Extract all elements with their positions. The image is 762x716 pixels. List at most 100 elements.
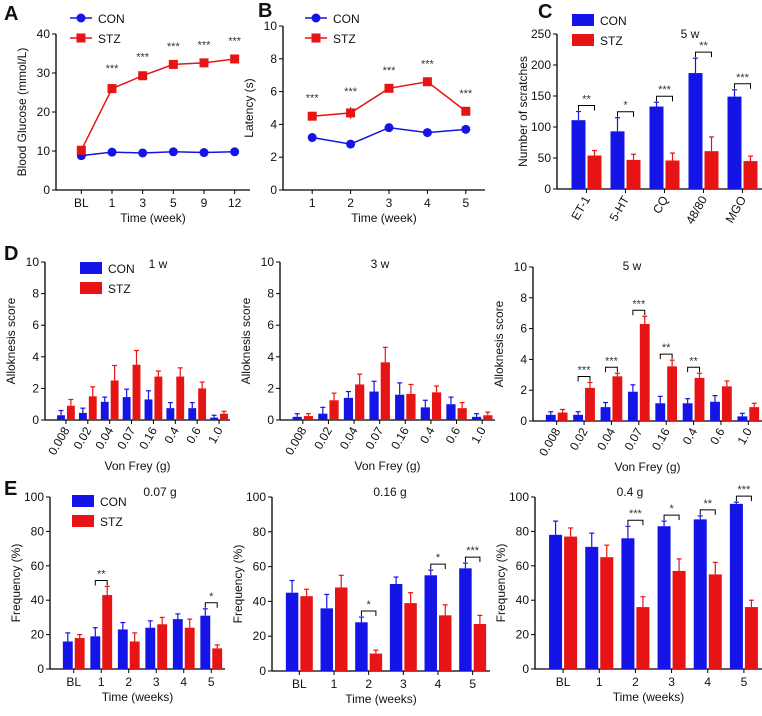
x-tick-label: 0.04 [92, 424, 116, 452]
significance-label: ** [699, 40, 708, 52]
y-axis-label: Alloknesis score [492, 300, 506, 387]
y-tick-label: 80 [31, 524, 45, 538]
bar-STZ [721, 386, 732, 421]
y-axis-label: Frequency (%) [9, 544, 23, 623]
bar-CON [459, 568, 472, 671]
y-tick-label: 60 [253, 560, 267, 574]
significance-bracket [687, 366, 700, 373]
data-point [199, 58, 209, 68]
significance-label: *** [632, 298, 646, 310]
y-axis-label: Blood Glucose (mmol/L) [15, 48, 29, 177]
panel-letter: A [4, 3, 18, 25]
panel-letter: D [4, 243, 18, 265]
y-tick-label: 8 [267, 287, 274, 301]
y-tick-label: 4 [520, 352, 527, 366]
data-point [76, 145, 86, 155]
y-tick-label: 80 [253, 525, 267, 539]
bar-CON [320, 608, 333, 671]
x-tick-label: 0.07 [362, 424, 386, 452]
significance-label: ** [689, 355, 698, 367]
legend-label: STZ [98, 32, 121, 46]
data-point [107, 147, 117, 157]
y-axis-label: Number of scratches [516, 56, 530, 167]
x-tick-label: 0.04 [337, 424, 361, 452]
x-tick-label: BL [74, 196, 89, 210]
x-tick-label: 2 [125, 675, 132, 689]
y-tick-label: 100 [24, 490, 44, 504]
x-tick-label: MGO [723, 194, 749, 226]
x-tick-label: 2 [632, 675, 639, 689]
bar-STZ [132, 364, 141, 420]
data-point [461, 124, 471, 134]
significance-bracket [94, 579, 108, 586]
bar-CON [420, 407, 430, 420]
y-tick-label: 40 [37, 27, 51, 41]
x-tick-label: 0.16 [136, 424, 160, 452]
significance-label: ** [662, 342, 671, 354]
bar-CON [122, 397, 131, 420]
bar-CON [600, 407, 611, 421]
x-axis-label: Von Frey (g) [104, 459, 170, 473]
y-axis-label: Alloknesis score [4, 297, 18, 384]
bar-CON [585, 546, 599, 669]
y-tick-label: 10 [264, 19, 278, 33]
significance-label: *** [421, 58, 435, 70]
data-point [107, 84, 117, 94]
bar-STZ [612, 376, 623, 421]
y-axis-label: Latency (s) [242, 78, 256, 137]
x-tick-label: 0.008 [536, 425, 563, 458]
x-tick-label: 3 [139, 196, 146, 210]
chart-title: 5 w [681, 27, 700, 41]
y-tick-label: 6 [32, 318, 39, 332]
x-tick-label: 1.0 [205, 424, 226, 446]
bar-STZ [335, 587, 348, 671]
x-tick-label: 0.6 [183, 424, 204, 446]
significance-bracket [695, 51, 712, 58]
x-tick-label: 0.008 [282, 424, 309, 457]
legend-label: CON [98, 12, 125, 26]
data-point [168, 147, 178, 157]
y-tick-label: 100 [531, 120, 551, 134]
significance-bracket [627, 519, 644, 526]
y-tick-label: 200 [531, 58, 551, 72]
panel-8: 0 20 40 60 80 100 BL 1 2 3 4 5 Time (weeks) Frequency… [494, 484, 762, 704]
x-tick-label: 5 [462, 196, 469, 210]
legend-label: CON [333, 12, 360, 26]
x-tick-label: 2 [365, 677, 372, 691]
x-tick-label: ET-1 [568, 193, 593, 222]
y-tick-label: 30 [37, 66, 51, 80]
x-tick-label: 0.16 [649, 425, 673, 453]
legend-swatch [72, 495, 94, 507]
significance-label: *** [466, 545, 480, 557]
bar-STZ [743, 161, 758, 189]
bar-CON [729, 503, 743, 669]
bar-STZ [694, 377, 705, 421]
chart-title: 0.16 g [373, 485, 406, 499]
bar-CON [657, 526, 671, 669]
x-axis-label: Von Frey (g) [614, 460, 680, 474]
y-tick-label: 40 [31, 593, 45, 607]
y-tick-label: 2 [520, 383, 527, 397]
bar-STZ [473, 624, 487, 671]
chart-title: 3 w [371, 257, 390, 271]
bar-STZ [66, 405, 75, 420]
y-tick-label: 10 [26, 255, 40, 269]
x-tick-label: 0.04 [594, 425, 618, 453]
bar-CON [621, 538, 635, 669]
x-tick-label: 1.0 [734, 425, 755, 447]
significance-bracket [204, 602, 218, 608]
data-point [461, 106, 471, 116]
bar-CON [573, 414, 584, 421]
x-tick-label: 3 [153, 675, 160, 689]
significance-bracket [632, 309, 646, 316]
y-tick-label: 0 [544, 182, 551, 196]
x-tick-label: 1 [109, 196, 116, 210]
y-tick-label: 0 [267, 413, 274, 427]
chart-title: 5 w [623, 259, 642, 273]
y-tick-label: 0 [43, 183, 50, 197]
x-tick-label: 4 [435, 677, 442, 691]
y-tick-label: 2 [270, 150, 277, 164]
x-tick-label: 4 [424, 196, 431, 210]
bar-STZ [457, 408, 467, 420]
legend-swatch [572, 34, 594, 46]
